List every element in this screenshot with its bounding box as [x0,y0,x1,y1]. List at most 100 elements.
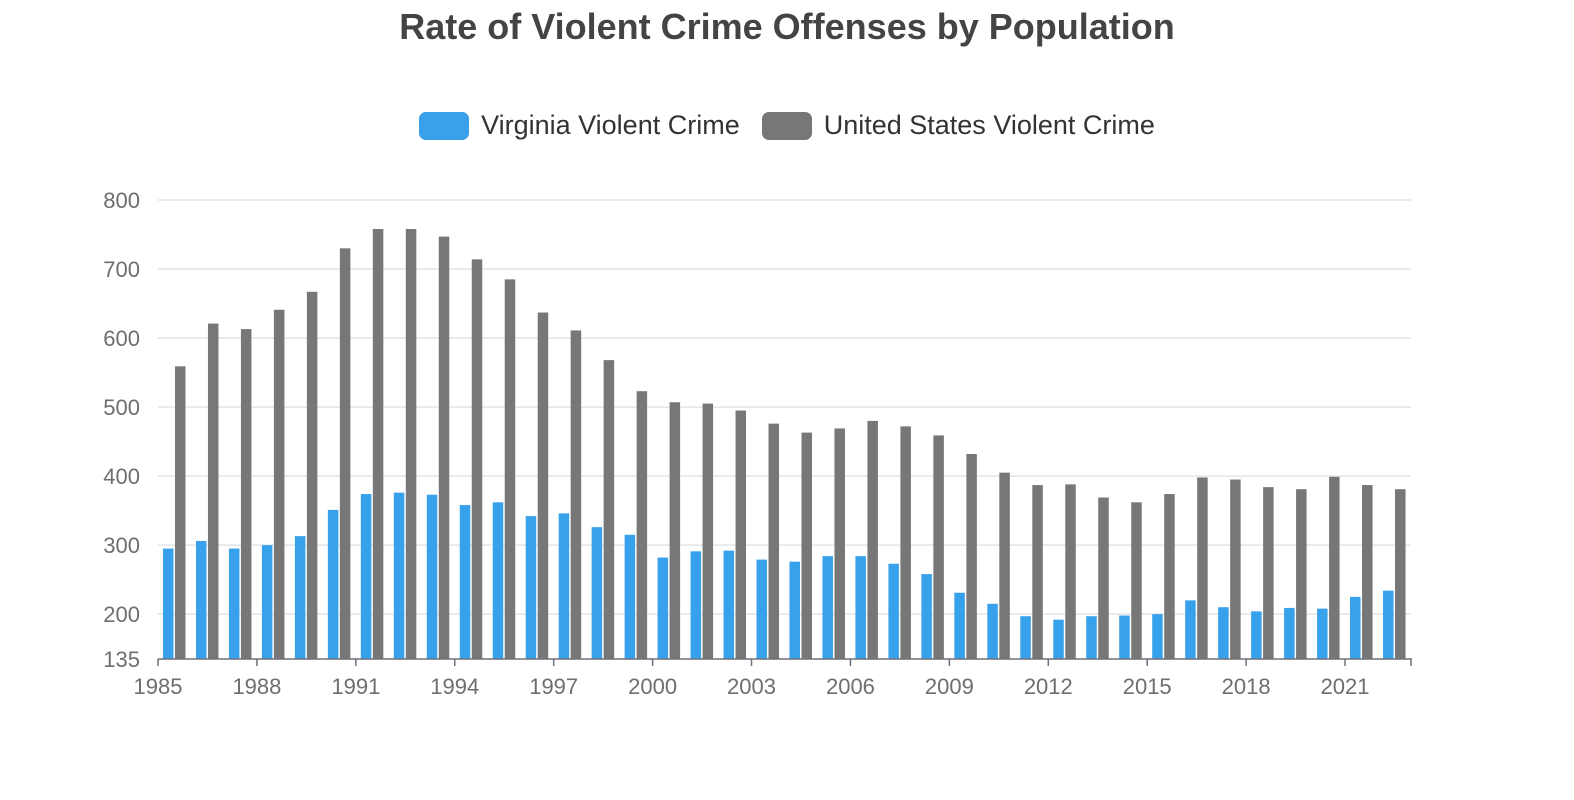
bar-united-states-2003[interactable] [768,423,780,659]
bar-united-states-2007[interactable] [900,426,911,659]
bar-virginia-1989[interactable] [294,536,306,659]
legend-label-united-states: United States Violent Crime [823,110,1155,140]
bar-virginia-2021[interactable] [1350,596,1361,659]
y-tick-label: 600 [103,326,140,351]
bar-united-states-1992[interactable] [405,228,417,659]
bar-virginia-2012[interactable] [1053,619,1064,659]
bar-united-states-1998[interactable] [603,360,615,659]
bar-united-states-1989[interactable] [306,291,318,659]
x-tick-label: 1997 [529,674,578,699]
bar-virginia-2016[interactable] [1185,600,1196,659]
bar-united-states-2009[interactable] [966,454,977,659]
chart-title: Rate of Violent Crime Offenses by Popula… [399,6,1175,47]
bar-united-states-1994[interactable] [471,259,483,659]
bar-united-states-2019[interactable] [1296,489,1307,659]
y-tick-label: 400 [103,464,140,489]
bar-virginia-2002[interactable] [723,550,735,659]
legend-item-united-states[interactable]: United States Violent Crime [761,110,1155,141]
bar-united-states-1990[interactable] [339,248,351,659]
bar-united-states-1996[interactable] [537,312,549,659]
bar-united-states-1993[interactable] [438,236,450,659]
legend: Virginia Violent Crime United States Vio… [0,110,1574,141]
bar-united-states-1991[interactable] [372,228,384,659]
bar-virginia-2011[interactable] [1020,616,1031,659]
bar-virginia-2018[interactable] [1251,611,1262,659]
bar-united-states-2020[interactable] [1329,476,1340,659]
bar-virginia-1993[interactable] [426,494,438,659]
bar-united-states-2004[interactable] [801,432,812,659]
x-tick-label: 2003 [727,674,776,699]
bar-virginia-1985[interactable] [162,548,174,659]
bar-virginia-2010[interactable] [987,603,998,659]
bar-virginia-1997[interactable] [558,513,570,659]
bar-united-states-2005[interactable] [834,428,845,659]
bar-united-states-2017[interactable] [1230,479,1241,659]
bars [162,228,1406,659]
bar-united-states-2012[interactable] [1065,484,1076,659]
bar-virginia-2022[interactable] [1383,590,1394,659]
bar-united-states-1997[interactable] [570,330,582,659]
bar-united-states-1986[interactable] [207,323,219,659]
bar-virginia-2017[interactable] [1218,607,1229,659]
bar-virginia-2007[interactable] [888,563,899,659]
bar-virginia-2008[interactable] [921,574,932,659]
bar-virginia-1998[interactable] [591,527,603,659]
bar-virginia-1991[interactable] [360,494,372,659]
bar-virginia-2000[interactable] [657,557,669,659]
bar-virginia-1999[interactable] [624,534,636,659]
x-tick-label: 1985 [134,674,183,699]
bar-united-states-1988[interactable] [273,309,285,659]
bar-united-states-2001[interactable] [702,403,714,659]
x-tick-label: 2012 [1024,674,1073,699]
bar-virginia-1992[interactable] [393,492,405,659]
bar-united-states-2006[interactable] [867,420,878,659]
x-tick-label: 2006 [826,674,875,699]
bar-united-states-1987[interactable] [240,329,252,659]
bar-united-states-2000[interactable] [669,402,681,659]
x-tick-label: 2015 [1123,674,1172,699]
bar-united-states-2021[interactable] [1362,485,1373,659]
bar-virginia-1986[interactable] [195,540,207,659]
y-tick-label: 800 [103,188,140,213]
x-tick-label: 1991 [331,674,380,699]
bar-virginia-2013[interactable] [1086,616,1097,659]
bar-united-states-2016[interactable] [1197,477,1208,659]
bar-virginia-1995[interactable] [492,502,504,659]
bar-united-states-2011[interactable] [1032,485,1043,659]
bar-united-states-2018[interactable] [1263,487,1274,659]
legend-item-virginia[interactable]: Virginia Violent Crime [419,110,740,141]
bar-united-states-2010[interactable] [999,472,1010,659]
y-tick-label: 300 [103,533,140,558]
x-tick-label: 1994 [430,674,479,699]
bar-virginia-1988[interactable] [261,545,273,659]
bar-virginia-2015[interactable] [1152,614,1163,659]
bar-virginia-2019[interactable] [1284,607,1295,659]
x-tick-label: 2000 [628,674,677,699]
bar-virginia-1990[interactable] [327,509,339,659]
axes: 135 200 300 400 500 600 700 800 1985 1988 1991 1994… [103,188,1412,699]
bar-virginia-2001[interactable] [690,551,702,659]
bar-virginia-2009[interactable] [954,592,965,659]
bar-united-states-1999[interactable] [636,391,648,659]
bar-virginia-2006[interactable] [855,556,866,659]
bar-united-states-1995[interactable] [504,279,516,659]
bar-virginia-2020[interactable] [1317,608,1328,659]
bar-virginia-2005[interactable] [822,556,833,659]
bar-virginia-1994[interactable] [459,505,471,659]
bar-virginia-1996[interactable] [525,516,537,659]
bar-united-states-2022[interactable] [1395,489,1406,659]
bar-virginia-2014[interactable] [1119,615,1130,659]
legend-swatch-united-states [761,111,812,140]
bar-virginia-1987[interactable] [228,548,240,659]
bar-united-states-2008[interactable] [933,435,944,659]
bar-united-states-2013[interactable] [1098,497,1109,659]
bar-virginia-2004[interactable] [789,561,800,659]
bar-united-states-2002[interactable] [735,410,747,659]
bar-united-states-2015[interactable] [1164,494,1175,659]
bar-virginia-2003[interactable] [756,559,768,659]
bar-united-states-1985[interactable] [174,366,186,659]
bar-united-states-2014[interactable] [1131,502,1142,659]
y-tick-label: 135 [103,647,140,672]
